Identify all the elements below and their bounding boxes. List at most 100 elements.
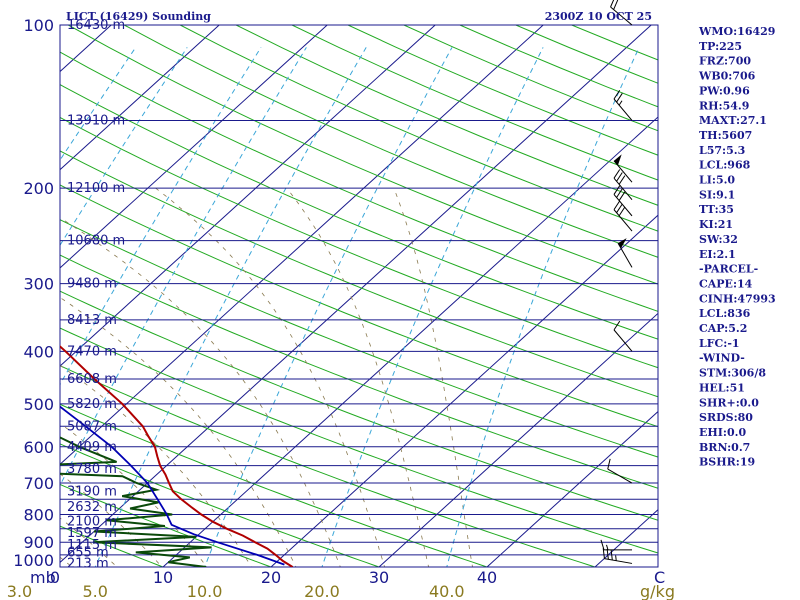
mixing-ratio-line xyxy=(204,47,453,567)
moist-adiabat-line xyxy=(60,517,118,567)
dry-adiabat-line xyxy=(60,403,489,567)
stat-line: SI:9.1 xyxy=(699,188,735,201)
dry-adiabat-line xyxy=(60,150,658,398)
mixing-ratio-tick-label: 40.0 xyxy=(429,582,465,600)
stat-line: MAXT:27.1 xyxy=(699,114,767,127)
height-label: 3190 m xyxy=(67,484,117,499)
height-label: 9480 m xyxy=(67,277,117,292)
temperature-axis-labels: -50-40-30-20-10010203040 xyxy=(50,568,497,587)
stat-line: LCL:836 xyxy=(699,307,751,320)
stat-line: PW:0.96 xyxy=(699,84,750,97)
dry-adiabat-line xyxy=(123,25,658,258)
temperature-profile xyxy=(60,345,294,567)
stat-line: EI:2.1 xyxy=(699,248,736,261)
stat-line: KI:21 xyxy=(699,218,733,231)
isotherm-line xyxy=(60,25,328,269)
stat-line: FRZ:700 xyxy=(699,55,751,68)
stat-line: SRDS:80 xyxy=(699,411,753,424)
dry-adiabat-line xyxy=(68,25,658,285)
dry-adiabat-line xyxy=(60,290,658,521)
moist-adiabat-line xyxy=(393,188,473,567)
dry-adiabat-line xyxy=(60,483,273,567)
isotherm-line xyxy=(270,214,658,567)
temperature-tick-label: 0 xyxy=(50,568,60,587)
mixing-ratio-tick-label: 10.0 xyxy=(187,582,223,600)
moist-adiabat-lines xyxy=(60,187,473,567)
mixing-ratio-tick-label: 20.0 xyxy=(304,582,340,600)
stat-line: LCL:968 xyxy=(699,159,751,172)
height-label: 1597 m xyxy=(67,526,117,541)
mixing-ratio-tick-label: 3.0 xyxy=(7,582,32,600)
stat-line: RH:54.9 xyxy=(699,99,749,112)
dry-adiabat-line xyxy=(60,184,658,428)
pressure-tick-label: 500 xyxy=(23,395,54,414)
pressure-tick-label: 700 xyxy=(23,474,54,493)
parcel-profile xyxy=(60,405,285,566)
station-title: LICT (16429) Sounding xyxy=(66,10,211,23)
dry-adiabat-line xyxy=(60,219,658,458)
mixing-ratio-axis-labels: 0.10.20.61.02.03.05.010.020.040.0 xyxy=(7,582,465,600)
mixing-ratio-line xyxy=(446,47,640,567)
stat-line: LI:5.0 xyxy=(699,174,735,187)
moist-adiabat-line xyxy=(60,422,208,567)
sounding-time: 2300Z 10 OCT 25 xyxy=(545,10,652,23)
height-label: 16430 m xyxy=(67,18,125,33)
mixing-ratio-lines xyxy=(0,47,640,578)
wind-barb xyxy=(610,0,633,26)
wind-barb xyxy=(600,539,632,551)
wind-barbs xyxy=(600,0,633,564)
wind-barb xyxy=(607,458,633,484)
dry-adiabat-line xyxy=(60,365,597,567)
temperature-tick-label: 20 xyxy=(261,568,281,587)
dry-adiabat-line xyxy=(60,525,165,567)
moist-adiabat-line xyxy=(60,217,341,567)
moist-adiabat-line xyxy=(60,296,297,567)
pressure-tick-label: 300 xyxy=(23,275,54,294)
dewpoint-profile xyxy=(60,436,212,567)
height-label: 10680 m xyxy=(67,234,125,249)
height-label: 2100 m xyxy=(67,515,117,530)
dry-adiabat-line xyxy=(60,116,658,369)
stat-line: TP:225 xyxy=(699,40,742,53)
wind-barb xyxy=(613,169,633,200)
height-label: 5087 m xyxy=(67,419,117,434)
pressure-tick-label: 800 xyxy=(23,505,54,524)
isotherm-lines xyxy=(0,25,658,567)
dry-adiabat-line xyxy=(60,443,381,567)
stat-line: STM:306/8 xyxy=(699,367,766,380)
isotherm-line xyxy=(60,25,544,465)
wind-barb xyxy=(602,548,633,564)
height-label: 213 m xyxy=(67,556,109,571)
stat-line: L57:5.3 xyxy=(699,144,745,157)
height-label: 655 m xyxy=(67,545,109,560)
stat-line: CAP:5.2 xyxy=(699,322,747,335)
temperature-tick-label: 30 xyxy=(369,568,389,587)
stat-line: CINH:47993 xyxy=(699,292,776,305)
stat-line: BRN:0.7 xyxy=(699,441,750,454)
wind-barb xyxy=(613,200,633,232)
dry-adiabat-line xyxy=(60,327,658,554)
isotherm-line xyxy=(0,25,3,567)
pressure-tick-label: 600 xyxy=(23,438,54,457)
pressure-tick-label: 900 xyxy=(23,533,54,552)
wind-barb xyxy=(613,320,633,352)
temperature-extra-tick: C xyxy=(654,568,665,587)
stat-line: LFC:-1 xyxy=(699,337,740,350)
dry-adiabat-lines xyxy=(60,25,658,567)
isotherm-line xyxy=(60,25,220,171)
mixing-ratio-line xyxy=(0,47,33,578)
dry-adiabat-line xyxy=(60,84,658,340)
pressure-tick-label: 200 xyxy=(23,179,54,198)
height-label: 8413 m xyxy=(67,313,117,328)
wind-barb xyxy=(613,154,633,183)
dry-adiabat-line xyxy=(60,254,658,489)
mixing-ratio-unit: g/kg xyxy=(640,582,675,600)
height-label: 6608 m xyxy=(67,372,117,387)
stat-line: CAPE:14 xyxy=(699,277,753,290)
y-unit-label: mb xyxy=(30,568,56,587)
pressure-tick-label: 400 xyxy=(23,342,54,361)
temperature-tick-label: 10 xyxy=(153,568,173,587)
